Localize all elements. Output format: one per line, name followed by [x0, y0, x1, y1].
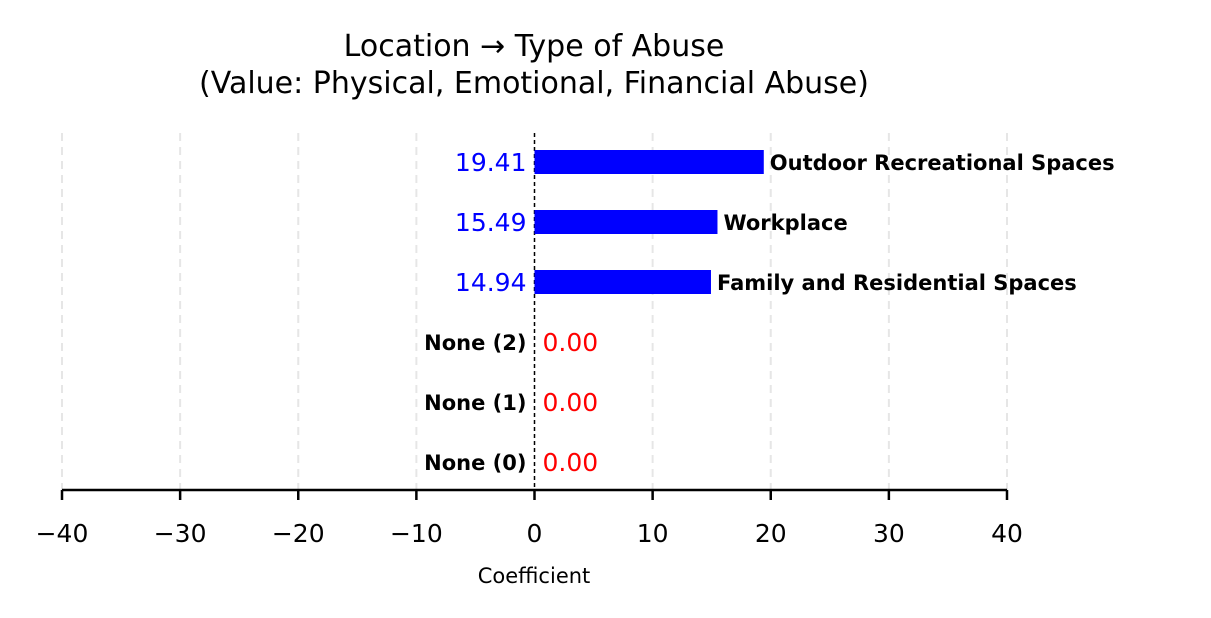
- x-tick-label: 30: [873, 519, 905, 548]
- category-label: Workplace: [723, 211, 847, 235]
- bar: [534, 210, 718, 234]
- value-label: 0.00: [543, 448, 599, 477]
- x-tick-label: 20: [755, 519, 787, 548]
- x-axis: −40 −30 −20 −10 0 10 20 30 40: [36, 488, 1023, 548]
- bar: [534, 270, 711, 294]
- category-label: None (2): [424, 331, 526, 355]
- x-tick-label: 40: [991, 519, 1023, 548]
- value-label: 0.00: [543, 328, 599, 357]
- x-tick-label: 10: [637, 519, 669, 548]
- bar-labels: 19.41 Outdoor Recreational Spaces 15.49 Wor…: [424, 148, 1114, 477]
- category-label: Outdoor Recreational Spaces: [770, 151, 1115, 175]
- category-label: None (0): [424, 451, 526, 475]
- chart-subtitle: (Value: Physical, Emotional, Financial A…: [199, 66, 869, 101]
- grid-lines: [61, 133, 1008, 490]
- category-label: None (1): [424, 391, 526, 415]
- category-label: Family and Residential Spaces: [717, 271, 1077, 295]
- chart-title: Location → Type of Abuse: [344, 29, 725, 64]
- value-label: 0.00: [543, 388, 599, 417]
- bars: [534, 150, 764, 294]
- x-tick-label: −20: [272, 519, 325, 548]
- x-tick-label: −30: [154, 519, 207, 548]
- x-tick-label: −40: [36, 519, 89, 548]
- value-label: 14.94: [455, 268, 527, 297]
- bar: [534, 150, 764, 174]
- x-tick-label: −10: [390, 519, 443, 548]
- value-label: 15.49: [455, 208, 527, 237]
- x-tick-label: 0: [527, 519, 543, 548]
- value-label: 19.41: [455, 148, 527, 177]
- x-axis-label: Coefficient: [478, 564, 591, 588]
